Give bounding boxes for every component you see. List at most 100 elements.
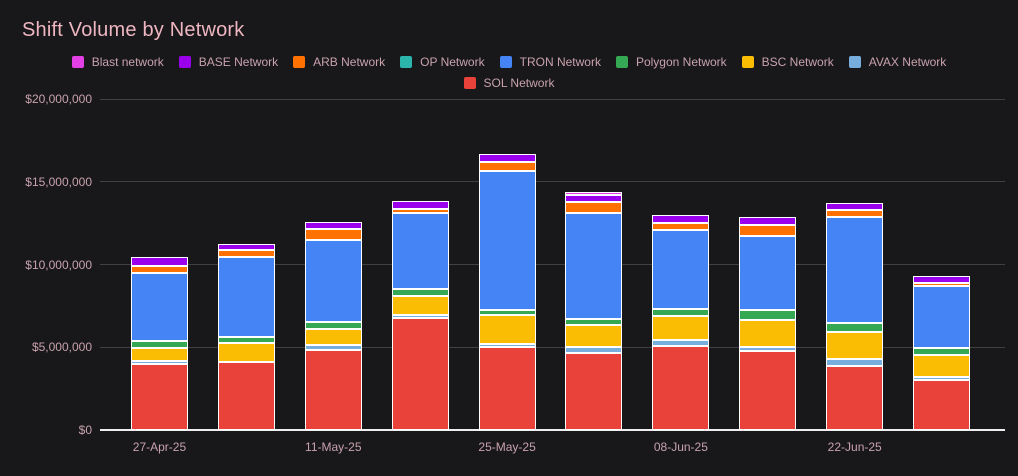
bar-segment-tron-network[interactable] [130, 273, 188, 341]
bar-segment-polygon-network[interactable] [826, 323, 884, 332]
bar-29-jun-25[interactable] [913, 276, 971, 430]
legend-item-bsc-network[interactable]: BSC Network [741, 55, 834, 69]
bar-segment-arb-network[interactable] [391, 209, 449, 213]
bar-segment-avax-network[interactable] [304, 345, 362, 350]
bar-segment-bsc-network[interactable] [391, 296, 449, 315]
bar-segment-base-network[interactable] [391, 201, 449, 209]
bar-segment-base-network[interactable] [652, 215, 710, 223]
bar-segment-tron-network[interactable] [652, 230, 710, 309]
bar-segment-sol-network[interactable] [391, 318, 449, 430]
bar-segment-tron-network[interactable] [391, 213, 449, 289]
x-slot [377, 438, 464, 456]
bar-segment-polygon-network[interactable] [130, 341, 188, 348]
bar-segment-tron-network[interactable] [826, 217, 884, 323]
bar-01-jun-25[interactable] [565, 192, 623, 430]
bar-segment-sol-network[interactable] [130, 364, 188, 430]
bar-segment-sol-network[interactable] [826, 366, 884, 430]
x-slot: 08-Jun-25 [637, 438, 724, 456]
bar-08-jun-25[interactable] [652, 215, 710, 430]
legend-item-sol-network[interactable]: SOL Network [463, 76, 554, 90]
bar-segment-base-network[interactable] [478, 154, 536, 162]
bar-segment-arb-network[interactable] [217, 250, 275, 257]
bar-22-jun-25[interactable] [826, 203, 884, 430]
bar-segment-polygon-network[interactable] [478, 310, 536, 315]
bar-segment-avax-network[interactable] [913, 377, 971, 380]
chart-title: Shift Volume by Network [22, 19, 245, 41]
bar-segment-tron-network[interactable] [913, 286, 971, 348]
bar-segment-arb-network[interactable] [565, 202, 623, 213]
bar-segment-avax-network[interactable] [826, 359, 884, 366]
bar-segment-polygon-network[interactable] [565, 319, 623, 325]
bar-segment-tron-network[interactable] [739, 236, 797, 310]
bar-segment-polygon-network[interactable] [304, 322, 362, 329]
bar-segment-avax-network[interactable] [739, 347, 797, 351]
bar-slot [377, 99, 464, 430]
bar-segment-base-network[interactable] [304, 222, 362, 229]
bar-segment-sol-network[interactable] [304, 350, 362, 430]
bar-segment-tron-network[interactable] [217, 257, 275, 337]
bar-segment-arb-network[interactable] [826, 210, 884, 217]
bar-segment-bsc-network[interactable] [565, 325, 623, 347]
x-slot: 27-Apr-25 [116, 438, 203, 456]
bar-segment-bsc-network[interactable] [130, 348, 188, 361]
x-tick-label: 11-May-25 [305, 440, 362, 454]
bar-segment-bsc-network[interactable] [478, 315, 536, 344]
bar-segment-tron-network[interactable] [565, 213, 623, 319]
bar-segment-polygon-network[interactable] [391, 289, 449, 296]
bar-segment-blast-network[interactable] [565, 192, 623, 195]
bar-segment-base-network[interactable] [913, 276, 971, 283]
bar-segment-avax-network[interactable] [565, 347, 623, 353]
bar-segment-arb-network[interactable] [478, 162, 536, 171]
bar-18-may-25[interactable] [391, 201, 449, 430]
bar-segment-polygon-network[interactable] [652, 309, 710, 316]
bar-segment-bsc-network[interactable] [826, 332, 884, 359]
bar-27-apr-25[interactable] [130, 257, 188, 430]
plot-grid [100, 98, 1005, 431]
legend-item-op-network[interactable]: OP Network [400, 55, 485, 69]
bar-segment-bsc-network[interactable] [739, 320, 797, 347]
legend-item-arb-network[interactable]: ARB Network [293, 55, 385, 69]
bar-segment-avax-network[interactable] [130, 361, 188, 364]
legend-item-tron-network[interactable]: TRON Network [499, 55, 601, 69]
bar-segment-arb-network[interactable] [130, 266, 188, 273]
bar-segment-base-network[interactable] [217, 244, 275, 250]
bar-15-jun-25[interactable] [739, 217, 797, 430]
bar-segment-avax-network[interactable] [391, 315, 449, 318]
bar-segment-arb-network[interactable] [913, 283, 971, 286]
bar-segment-arb-network[interactable] [739, 225, 797, 236]
bar-segment-bsc-network[interactable] [652, 316, 710, 340]
bar-25-may-25[interactable] [478, 154, 536, 430]
legend-item-avax-network[interactable]: AVAX Network [848, 55, 947, 69]
bar-segment-arb-network[interactable] [304, 229, 362, 240]
bar-segment-sol-network[interactable] [739, 351, 797, 430]
bar-segment-polygon-network[interactable] [217, 337, 275, 343]
bar-segment-bsc-network[interactable] [913, 355, 971, 377]
legend-item-polygon-network[interactable]: Polygon Network [615, 55, 727, 69]
bar-segment-base-network[interactable] [826, 203, 884, 210]
bar-segment-base-network[interactable] [565, 195, 623, 202]
bar-segment-polygon-network[interactable] [913, 348, 971, 355]
bar-segment-base-network[interactable] [739, 217, 797, 225]
bar-04-may-25[interactable] [217, 244, 275, 430]
bar-segment-sol-network[interactable] [913, 380, 971, 430]
bar-11-may-25[interactable] [304, 222, 362, 430]
legend-item-blast-network[interactable]: Blast network [71, 55, 164, 69]
bar-segment-bsc-network[interactable] [304, 329, 362, 345]
bar-segment-sol-network[interactable] [217, 362, 275, 430]
bar-segment-polygon-network[interactable] [739, 310, 797, 320]
legend-swatch-avax-network [848, 56, 861, 68]
legend-item-base-network[interactable]: BASE Network [178, 55, 278, 69]
bar-segment-tron-network[interactable] [304, 240, 362, 322]
bar-segment-avax-network[interactable] [478, 344, 536, 347]
bar-segment-sol-network[interactable] [478, 347, 536, 430]
bar-segment-tron-network[interactable] [478, 171, 536, 310]
bar-segment-avax-network[interactable] [652, 340, 710, 346]
bar-segment-sol-network[interactable] [652, 346, 710, 430]
legend-label: TRON Network [519, 55, 601, 69]
legend-swatch-blast-network [71, 56, 84, 68]
bar-segment-base-network[interactable] [130, 257, 188, 266]
legend-label: AVAX Network [868, 55, 947, 69]
bar-segment-arb-network[interactable] [652, 223, 710, 230]
bar-segment-sol-network[interactable] [565, 353, 623, 430]
bar-segment-bsc-network[interactable] [217, 343, 275, 362]
